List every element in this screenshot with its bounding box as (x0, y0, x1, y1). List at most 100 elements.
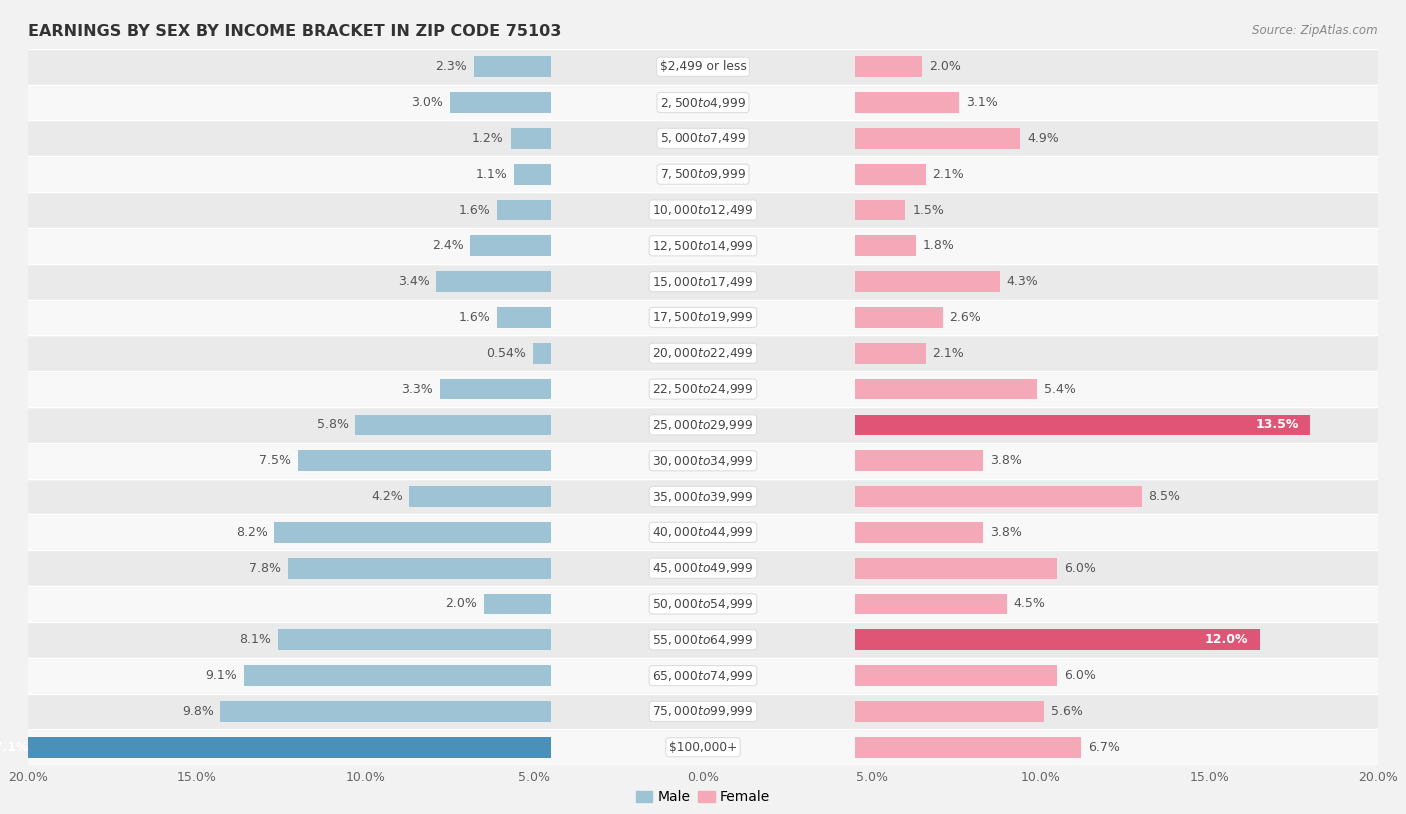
Bar (474, 56, 551, 77)
Text: 2.0%: 2.0% (929, 60, 960, 73)
Bar (28, 550, 1378, 586)
Text: 5.8%: 5.8% (316, 418, 349, 431)
Text: 2.4%: 2.4% (432, 239, 464, 252)
Text: $65,000 to $74,999: $65,000 to $74,999 (652, 668, 754, 683)
Bar (356, 414, 551, 435)
Text: 8.5%: 8.5% (1149, 490, 1181, 503)
Text: 2.6%: 2.6% (949, 311, 981, 324)
Text: 9.8%: 9.8% (181, 705, 214, 718)
Bar (221, 701, 551, 722)
Text: $25,000 to $29,999: $25,000 to $29,999 (652, 418, 754, 432)
Text: 1.6%: 1.6% (458, 204, 491, 217)
Bar (515, 164, 551, 185)
Text: $30,000 to $34,999: $30,000 to $34,999 (652, 453, 754, 468)
Legend: Male, Female: Male, Female (630, 785, 776, 810)
Text: 6.0%: 6.0% (1064, 669, 1095, 682)
Text: 3.3%: 3.3% (401, 383, 433, 396)
Text: 4.3%: 4.3% (1007, 275, 1039, 288)
Bar (510, 128, 551, 149)
Bar (855, 486, 1142, 507)
Bar (28, 85, 1378, 120)
Bar (28, 228, 1378, 264)
Bar (28, 658, 1378, 694)
Bar (28, 264, 1378, 300)
Bar (450, 92, 551, 113)
Text: $15,000 to $17,499: $15,000 to $17,499 (652, 274, 754, 289)
Bar (855, 164, 925, 185)
Bar (855, 92, 959, 113)
Text: $40,000 to $44,999: $40,000 to $44,999 (652, 525, 754, 540)
Text: 5.4%: 5.4% (1043, 383, 1076, 396)
Bar (245, 665, 551, 686)
Text: $35,000 to $39,999: $35,000 to $39,999 (652, 489, 754, 504)
Text: 4.2%: 4.2% (371, 490, 402, 503)
Bar (440, 379, 551, 400)
Text: 12.0%: 12.0% (1205, 633, 1249, 646)
Bar (855, 558, 1057, 579)
Text: 1.1%: 1.1% (475, 168, 508, 181)
Bar (855, 271, 1000, 292)
Bar (855, 629, 1260, 650)
Bar (28, 300, 1378, 335)
Text: 9.1%: 9.1% (205, 669, 238, 682)
Bar (288, 558, 551, 579)
Bar (855, 379, 1038, 400)
Bar (28, 407, 1378, 443)
Bar (855, 235, 915, 256)
Bar (0, 737, 551, 758)
Bar (470, 235, 551, 256)
Text: $55,000 to $64,999: $55,000 to $64,999 (652, 632, 754, 647)
Bar (855, 128, 1021, 149)
Bar (855, 593, 1007, 615)
Text: $7,500 to $9,999: $7,500 to $9,999 (659, 167, 747, 182)
Text: 2.1%: 2.1% (932, 168, 965, 181)
Bar (498, 199, 551, 221)
Text: 4.9%: 4.9% (1026, 132, 1059, 145)
Bar (28, 622, 1378, 658)
Bar (498, 307, 551, 328)
Bar (855, 56, 922, 77)
Text: 6.7%: 6.7% (1088, 741, 1119, 754)
Text: 3.1%: 3.1% (966, 96, 998, 109)
Bar (855, 737, 1081, 758)
Bar (855, 307, 942, 328)
Bar (28, 479, 1378, 514)
Text: 1.5%: 1.5% (912, 204, 943, 217)
Text: 4.5%: 4.5% (1014, 597, 1045, 610)
Bar (28, 156, 1378, 192)
Text: 3.8%: 3.8% (990, 526, 1022, 539)
Text: 5.6%: 5.6% (1050, 705, 1083, 718)
Bar (855, 199, 905, 221)
Bar (28, 49, 1378, 85)
Bar (855, 450, 983, 471)
Bar (855, 343, 925, 364)
Bar (28, 586, 1378, 622)
Text: $2,500 to $4,999: $2,500 to $4,999 (659, 95, 747, 110)
Text: 17.1%: 17.1% (0, 741, 30, 754)
Text: 1.6%: 1.6% (458, 311, 491, 324)
Bar (28, 694, 1378, 729)
Text: $22,500 to $24,999: $22,500 to $24,999 (652, 382, 754, 396)
Text: $75,000 to $99,999: $75,000 to $99,999 (652, 704, 754, 719)
Bar (274, 522, 551, 543)
Text: 13.5%: 13.5% (1256, 418, 1299, 431)
Text: 6.0%: 6.0% (1064, 562, 1095, 575)
Text: 3.4%: 3.4% (398, 275, 430, 288)
Text: $17,500 to $19,999: $17,500 to $19,999 (652, 310, 754, 325)
Text: 1.2%: 1.2% (472, 132, 503, 145)
Text: 2.1%: 2.1% (932, 347, 965, 360)
Bar (409, 486, 551, 507)
Bar (855, 701, 1043, 722)
Text: $50,000 to $54,999: $50,000 to $54,999 (652, 597, 754, 611)
Bar (28, 371, 1378, 407)
Bar (278, 629, 551, 650)
Bar (855, 414, 1310, 435)
Text: $12,500 to $14,999: $12,500 to $14,999 (652, 239, 754, 253)
Bar (484, 593, 551, 615)
Bar (436, 271, 551, 292)
Text: EARNINGS BY SEX BY INCOME BRACKET IN ZIP CODE 75103: EARNINGS BY SEX BY INCOME BRACKET IN ZIP… (28, 24, 561, 39)
Text: 8.2%: 8.2% (236, 526, 267, 539)
Bar (28, 514, 1378, 550)
Text: 2.3%: 2.3% (434, 60, 467, 73)
Text: $20,000 to $22,499: $20,000 to $22,499 (652, 346, 754, 361)
